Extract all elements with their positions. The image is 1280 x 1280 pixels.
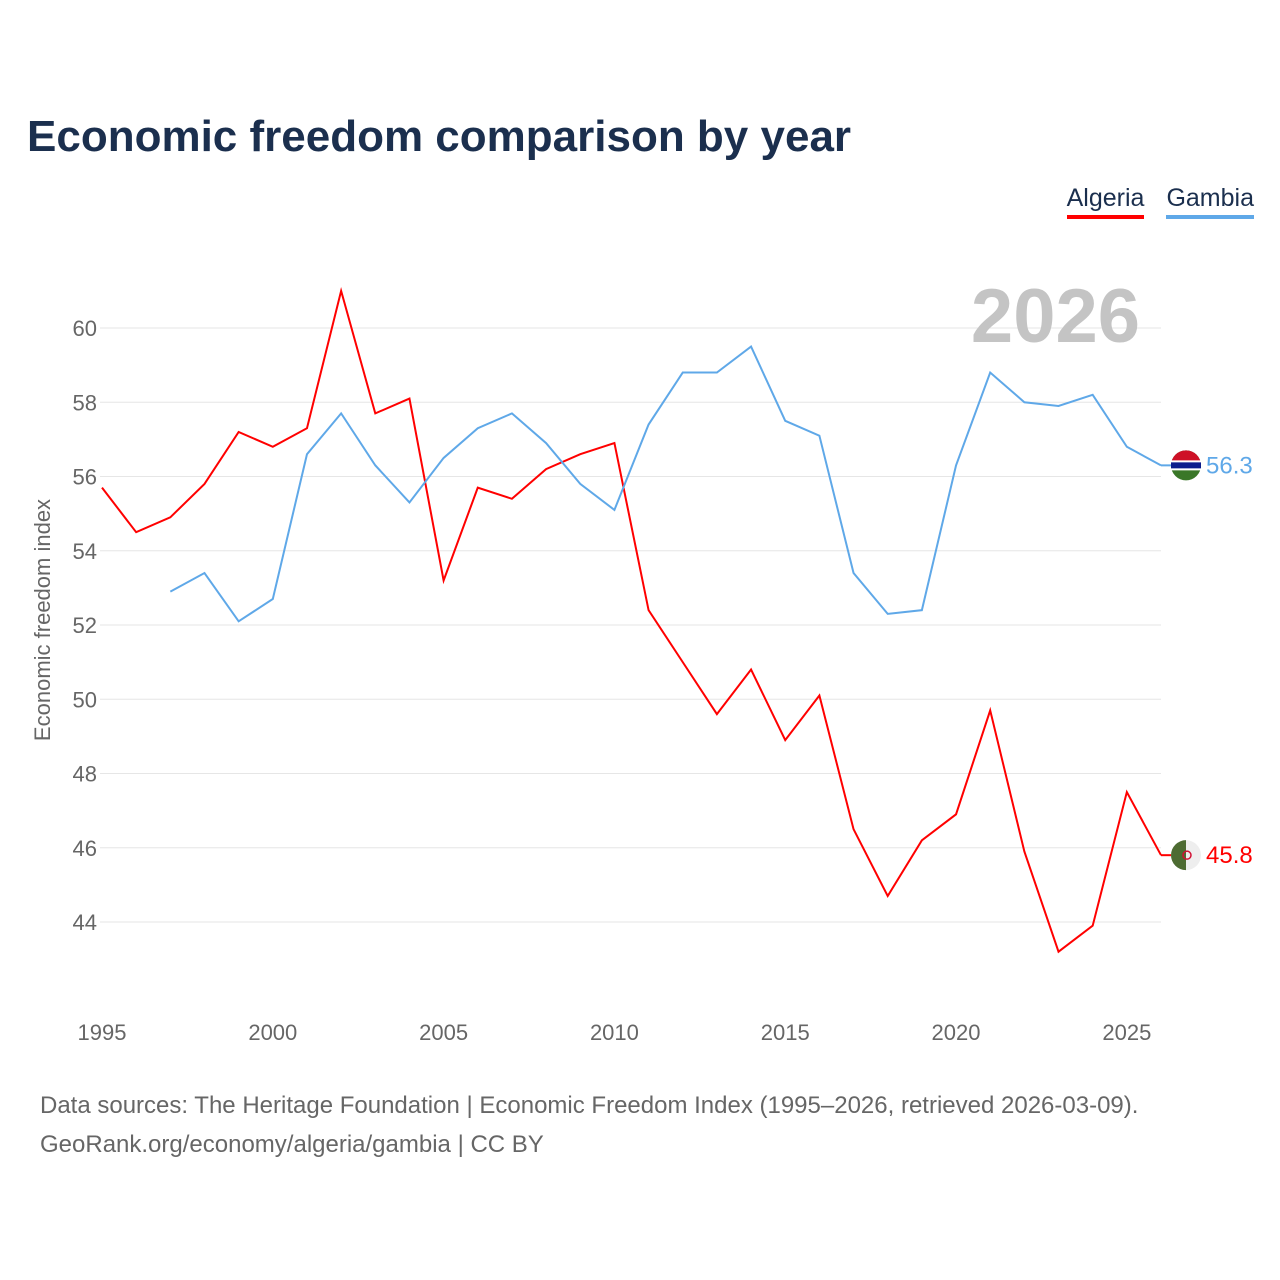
y-tick-label: 48	[73, 762, 97, 787]
chart-title: Economic freedom comparison by year	[27, 112, 852, 161]
x-tick-label: 2010	[590, 1020, 639, 1045]
footer: Data sources: The Heritage Foundation | …	[40, 1086, 1138, 1164]
y-tick-label: 58	[73, 390, 97, 415]
legend: Algeria Gambia	[1066, 184, 1254, 219]
footer-sources: Data sources: The Heritage Foundation | …	[40, 1092, 1139, 1119]
legend-algeria[interactable]: Algeria	[1066, 184, 1145, 219]
series-line-algeria	[101, 286, 1162, 954]
y-tick-label: 54	[73, 539, 97, 564]
x-tick-label: 2020	[932, 1020, 981, 1045]
flag-part	[1171, 840, 1186, 871]
y-axis-label: Economic freedom index	[30, 499, 55, 741]
flag-part	[1171, 462, 1201, 469]
x-tick-label: 2015	[761, 1020, 810, 1045]
y-tick-label: 50	[73, 687, 97, 712]
y-tick-label: 46	[73, 836, 97, 861]
x-tick-label: 2000	[248, 1020, 297, 1045]
x-tick-label: 2005	[419, 1020, 468, 1045]
x-tick-label: 2025	[1102, 1020, 1151, 1045]
y-tick-label: 60	[73, 316, 97, 341]
end-label-gambia: 56.3	[1206, 452, 1253, 479]
y-tick-label: 52	[73, 613, 97, 638]
y-tick-label: 44	[73, 910, 97, 935]
flag-part	[1182, 850, 1192, 860]
end-label-algeria: 45.8	[1206, 842, 1253, 869]
series-line-gambia	[169, 345, 1162, 623]
year-watermark: 2026	[971, 274, 1140, 359]
legend-gambia[interactable]: Gambia	[1166, 184, 1254, 219]
y-tick-label: 56	[73, 465, 97, 490]
x-tick-label: 1995	[78, 1020, 127, 1045]
footer-credit: GeoRank.org/economy/algeria/gambia | CC …	[40, 1131, 544, 1158]
